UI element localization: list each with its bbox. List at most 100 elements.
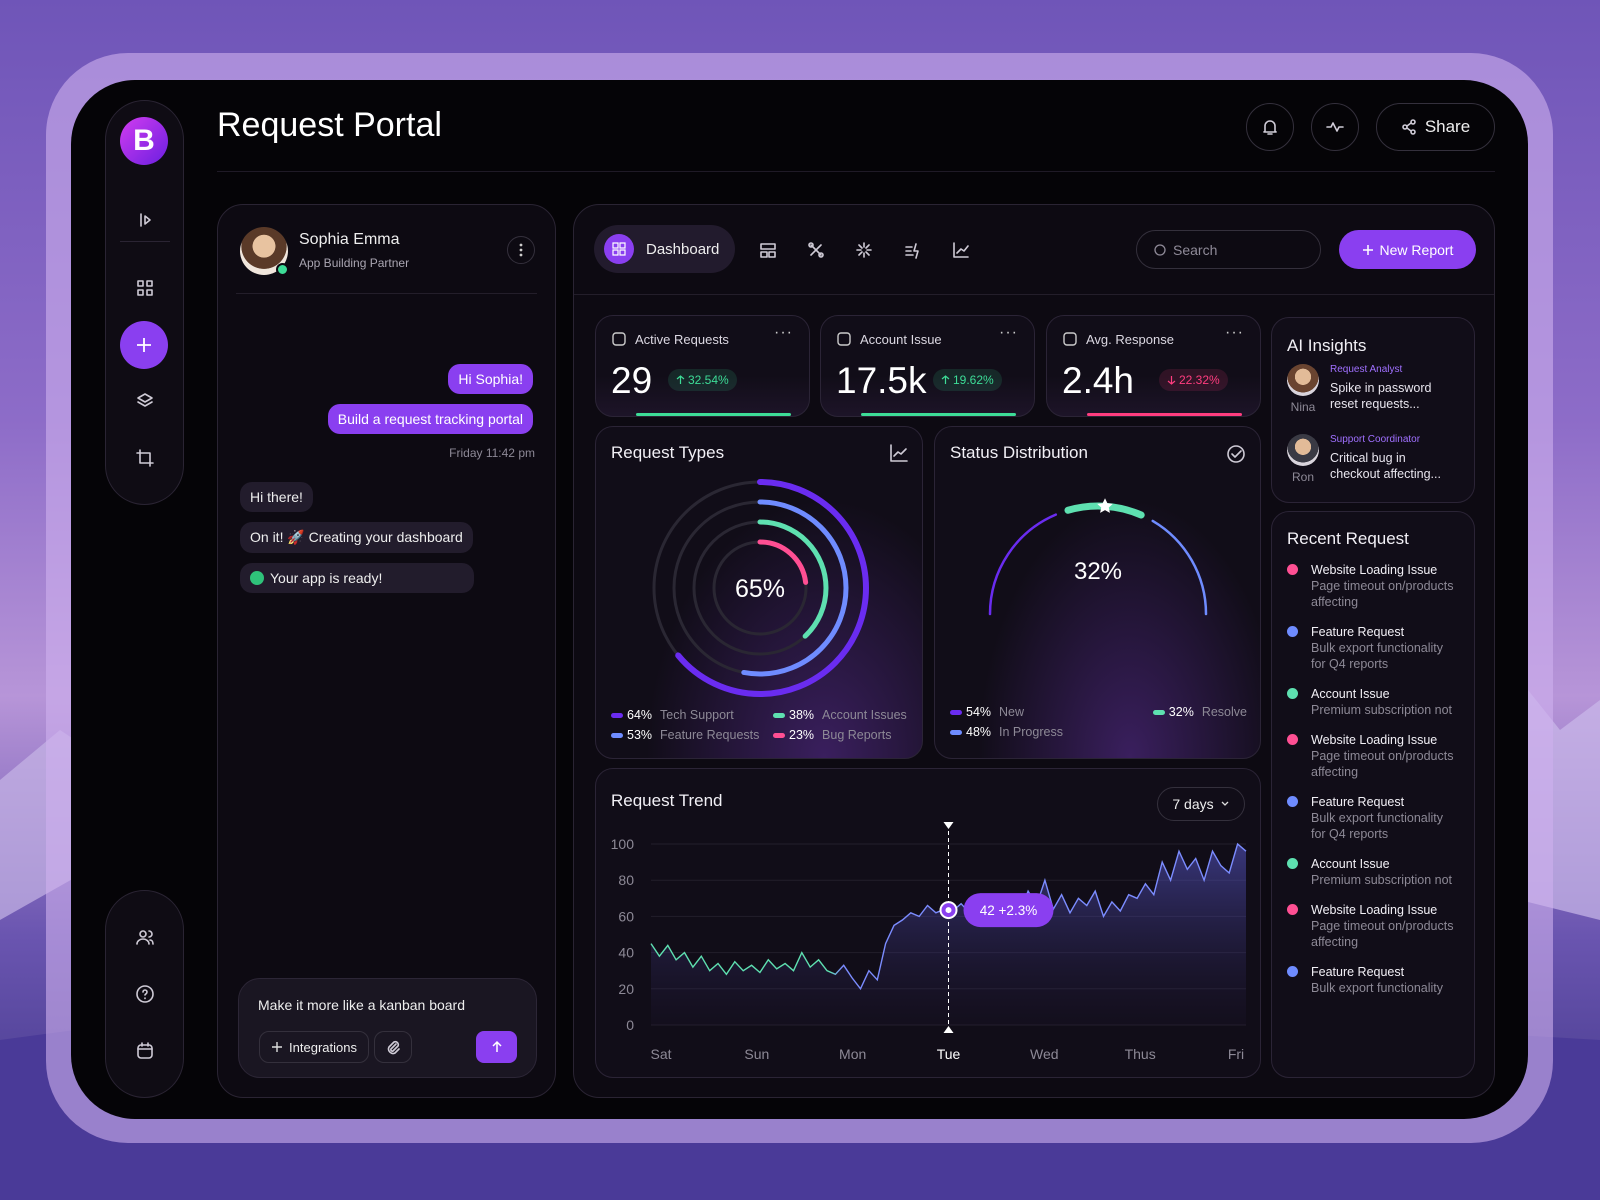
kpi-underline	[1087, 413, 1242, 416]
chat-divider	[236, 293, 537, 294]
insight-text: Spike in password reset requests...	[1330, 381, 1432, 411]
ring-arc	[691, 519, 829, 657]
legend-value: 32%	[1168, 705, 1194, 719]
kpi-change: 19.62%	[933, 369, 1002, 391]
x-tick-label: Sun	[744, 1046, 769, 1062]
recent-item[interactable]: Feature Request Bulk export functionality	[1287, 964, 1466, 996]
arrow	[1167, 376, 1176, 385]
prompt-text: Make it more like a kanban board	[258, 997, 465, 1013]
legend-value: 53%	[627, 728, 653, 742]
attach-button[interactable]	[374, 1031, 412, 1063]
apps-icon[interactable]	[135, 278, 155, 298]
kpi-label: Active Requests	[635, 332, 729, 347]
sidebar-bottom	[105, 890, 184, 1098]
recent-title: Website Loading Issue	[1311, 563, 1438, 577]
users-icon[interactable]	[135, 927, 155, 947]
kpi-underline	[636, 413, 791, 416]
crop-icon[interactable]	[135, 448, 155, 468]
kpi-icon	[612, 332, 626, 346]
toolbar-icons[interactable]	[742, 230, 982, 270]
recent-item[interactable]: Website Loading Issue Page timeout on/pro…	[1287, 562, 1466, 610]
recent-item[interactable]: Account Issue Premium subscription not	[1287, 686, 1466, 718]
logo[interactable]: B	[120, 117, 168, 165]
legend: 64% Tech Support 53% Feature Requests 38% Acc…	[611, 705, 922, 745]
recent-item[interactable]: Website Loading Issue Page timeout on/pro…	[1287, 902, 1466, 950]
status-dot	[1287, 904, 1298, 915]
rings-chart: 65%	[651, 479, 869, 697]
recent-text: Page timeout on/products affecting	[1311, 749, 1454, 779]
chat-menu[interactable]	[507, 236, 535, 264]
range-select[interactable]: 7 days	[1157, 787, 1245, 821]
arrow	[676, 375, 685, 384]
recent-text: Page timeout on/products affecting	[1311, 579, 1454, 609]
collapse-icon[interactable]	[135, 210, 155, 230]
reply-bubble: Your app is ready!	[240, 563, 474, 593]
change-text: 19.62%	[953, 373, 994, 387]
recent-item[interactable]: Website Loading Issue Page timeout on/pro…	[1287, 732, 1466, 780]
arrow	[941, 375, 950, 384]
ai-insights-card: AI Insights Nina Request Analyst Spike in …	[1271, 317, 1475, 503]
change-text: 22.32%	[1179, 373, 1220, 387]
icon-shape	[1063, 332, 1077, 346]
insight-item: Ron Support Coordinator Critical bug in ch…	[1287, 434, 1467, 494]
status-card: Status Distribution 32% 54% New 48% In Progr…	[934, 426, 1261, 759]
kpi-value: 17.5k	[836, 360, 927, 401]
chat-panel: Sophia Emma App Building Partner Hi Soph…	[217, 204, 556, 1098]
legend-col: 54% New 48% In Progress	[950, 705, 1063, 739]
x-tick-label: Fri	[1228, 1046, 1244, 1062]
dashboard-tab[interactable]: Dashboard	[594, 225, 735, 273]
y-tick-label: 20	[618, 981, 634, 997]
reply-bubble: On it! 🚀 Creating your dashboard	[240, 522, 473, 553]
integrations-button[interactable]: Integrations	[259, 1031, 369, 1063]
send-button[interactable]	[476, 1031, 517, 1063]
recent-item[interactable]: Account Issue Premium subscription not	[1287, 856, 1466, 888]
check-icon[interactable]	[1226, 444, 1246, 464]
recent-item[interactable]: Feature Request Bulk export functionality…	[1287, 624, 1466, 672]
legend-value: 54%	[966, 705, 992, 719]
legend-item: 64% Tech Support	[611, 705, 773, 725]
range-label: 7 days	[1172, 796, 1214, 812]
legend-value: 48%	[966, 725, 992, 739]
sent-messages: Hi Sophia! Build a request tracking porta…	[327, 364, 533, 434]
kpi-menu: ···	[999, 324, 1018, 341]
x-tick-label: Mon	[839, 1046, 866, 1062]
recent-title: Feature Request	[1311, 625, 1405, 639]
legend: 54% New 48% In Progress 32% Resolve	[950, 705, 1247, 745]
status-dot	[1287, 626, 1298, 637]
legend-col: 32% Resolve	[1152, 705, 1247, 719]
prompt-box[interactable]: Make it more like a kanban board Integra…	[238, 978, 537, 1078]
status-dot	[1287, 688, 1298, 699]
activity-button[interactable]	[1311, 103, 1359, 151]
ring-arc	[671, 499, 849, 677]
tab-label: Dashboard	[646, 240, 720, 258]
layers-icon[interactable]	[135, 391, 155, 411]
reply-messages: Hi there! On it! 🚀 Creating your dashboar…	[240, 482, 474, 593]
legend-item: 32% Resolve	[1152, 705, 1247, 719]
user-name: Sophia Emma	[299, 231, 400, 248]
sidebar-top: B	[105, 100, 184, 505]
new-report-button[interactable]: New Report	[1339, 230, 1476, 269]
recent-list: Website Loading Issue Page timeout on/pro…	[1287, 562, 1466, 996]
chart-icon[interactable]	[890, 444, 908, 462]
share-button[interactable]: Share	[1376, 103, 1495, 151]
card-title: Status Distribution	[950, 443, 1088, 462]
kpi-value: 2.4h	[1062, 360, 1135, 401]
recent-title: Feature Request	[1311, 795, 1405, 809]
help-icon[interactable]	[135, 984, 155, 1004]
recent-item[interactable]: Feature Request Bulk export functionality…	[1287, 794, 1466, 842]
center-label: 32%	[1074, 558, 1122, 585]
kpi-label: Avg. Response	[1086, 332, 1174, 347]
gauge-arc	[1151, 519, 1208, 616]
ring-arc	[711, 539, 809, 637]
calendar-icon[interactable]	[135, 1041, 155, 1061]
search-box[interactable]: Search	[1136, 230, 1321, 269]
card-title: Recent Request	[1287, 529, 1409, 548]
legend-swatch	[773, 712, 785, 718]
gauge-star	[1097, 498, 1113, 513]
recent-title: Account Issue	[1311, 857, 1390, 871]
add-button[interactable]	[120, 321, 168, 369]
notifications-button[interactable]	[1246, 103, 1294, 151]
toolbar-divider	[574, 294, 1494, 295]
insight-role: Support Coordinator	[1330, 434, 1421, 445]
legend-item: 54% New	[950, 705, 1063, 719]
